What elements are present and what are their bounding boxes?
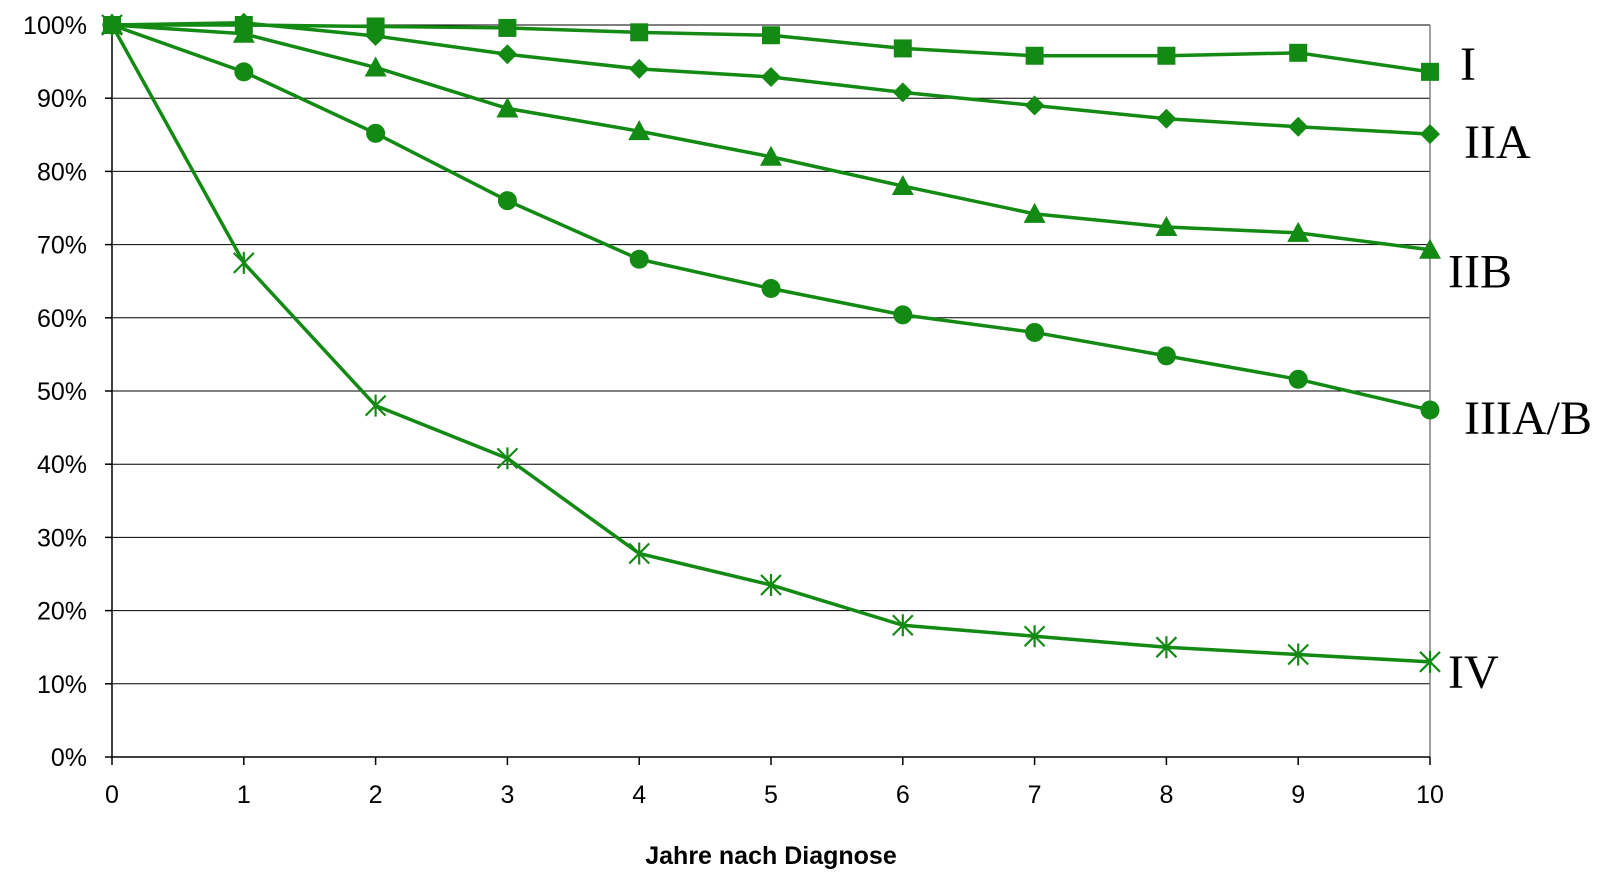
x-tick-label: 0 (105, 781, 119, 809)
data-point-circle (629, 249, 649, 269)
series-iiia-b (102, 15, 1440, 420)
data-point-asterisk (628, 542, 650, 565)
data-point-square (498, 18, 517, 37)
data-point-diamond (1288, 116, 1309, 137)
y-tick-label: 90% (37, 85, 87, 113)
y-tick-label: 40% (37, 451, 87, 479)
y-tick-label: 70% (37, 232, 87, 260)
data-point-square (1157, 46, 1176, 65)
series-line (111, 23, 1431, 252)
data-point-circle (1288, 369, 1308, 389)
data-point-circle (761, 279, 781, 299)
data-point-triangle (628, 120, 651, 141)
x-tick-label: 3 (500, 781, 514, 809)
data-point-diamond (365, 25, 386, 46)
y-tick-label: 0% (51, 744, 87, 772)
data-point-diamond (1024, 95, 1045, 116)
data-point-diamond (497, 44, 518, 65)
data-point-diamond (892, 82, 913, 103)
data-point-asterisk (101, 14, 123, 36)
x-tick-label: 2 (369, 781, 383, 809)
y-tick-label: 20% (37, 598, 87, 626)
series-label: IIA (1464, 116, 1531, 169)
x-tick-label: 1 (237, 781, 251, 809)
series-iv (101, 14, 1441, 673)
data-point-square (1421, 62, 1439, 81)
series-iib (101, 14, 1441, 259)
series-label: IIB (1448, 246, 1512, 299)
x-axis-title: Jahre nach Diagnose (645, 842, 897, 870)
x-tick-label: 10 (1416, 781, 1444, 809)
y-tick-label: 10% (37, 671, 87, 699)
data-point-diamond (761, 66, 781, 87)
data-point-triangle (496, 97, 519, 118)
series-group (101, 12, 1441, 673)
axes: 0% 10% 20% 30% 40% 50% 60% 70% 80% 90% 100% 0 1 2 3 4 5 6… (23, 12, 1444, 809)
series-end-labels: I IIA IIB IIIA/B IV (1448, 38, 1592, 699)
y-tick-label: 30% (37, 524, 87, 552)
data-point-asterisk (233, 251, 255, 274)
data-point-triangle (1419, 238, 1441, 259)
data-point-circle (497, 191, 517, 211)
data-point-diamond (1156, 108, 1177, 129)
x-tick-label: 4 (632, 781, 646, 809)
x-tick-label: 9 (1291, 781, 1305, 809)
data-point-triangle (232, 22, 255, 43)
data-point-diamond (629, 58, 650, 79)
data-point-asterisk (364, 394, 387, 417)
data-point-triangle (1287, 221, 1310, 242)
data-point-asterisk (1287, 643, 1309, 666)
data-point-circle (366, 123, 386, 143)
data-point-square (630, 23, 649, 42)
data-point-asterisk (892, 614, 914, 637)
data-point-circle (1156, 346, 1176, 366)
y-tick-label: 100% (23, 12, 87, 40)
data-point-square (893, 39, 912, 58)
x-tick-label: 6 (896, 781, 910, 809)
data-point-asterisk (1419, 650, 1441, 673)
y-tick-label: 80% (37, 158, 87, 186)
data-point-circle (1025, 322, 1045, 342)
series-label: IIIA/B (1464, 392, 1592, 445)
data-point-asterisk (1155, 636, 1178, 659)
data-point-triangle (891, 175, 914, 196)
y-tick-label: 50% (37, 378, 87, 406)
data-point-square (1025, 46, 1044, 65)
data-point-circle (234, 62, 254, 82)
data-point-circle (1420, 400, 1440, 420)
y-tick-label: 60% (37, 305, 87, 333)
data-point-asterisk (496, 447, 519, 470)
data-point-square (1289, 43, 1308, 62)
data-point-triangle (364, 56, 387, 77)
data-point-triangle (1155, 216, 1178, 237)
data-point-triangle (760, 145, 782, 166)
data-point-diamond (1420, 124, 1440, 145)
x-tick-label: 8 (1159, 781, 1173, 809)
data-point-square (762, 26, 780, 45)
series-label: IV (1448, 646, 1499, 699)
data-point-asterisk (1023, 625, 1046, 648)
series-line (110, 24, 1431, 664)
data-point-asterisk (760, 573, 782, 596)
gridlines (112, 24, 1430, 685)
series-label: I (1460, 38, 1476, 91)
x-tick-label: 7 (1028, 781, 1042, 809)
x-tick-label: 5 (764, 781, 778, 809)
data-point-triangle (1023, 202, 1046, 223)
data-point-circle (893, 305, 913, 325)
